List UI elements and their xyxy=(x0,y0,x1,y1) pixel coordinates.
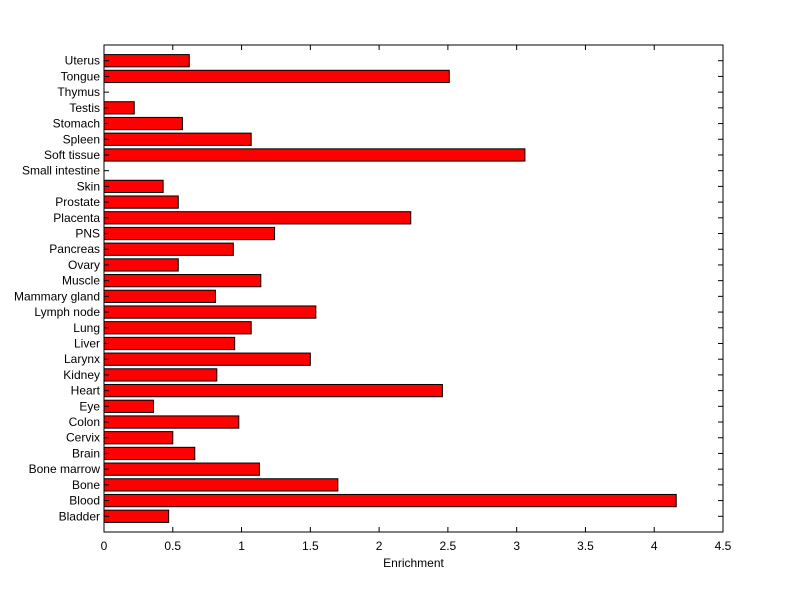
x-tick-label: 3.5 xyxy=(577,539,594,553)
category-label-placenta: Placenta xyxy=(53,211,100,225)
bar-lung xyxy=(103,321,252,335)
bar-brain xyxy=(103,446,196,461)
category-label-prostate: Prostate xyxy=(55,195,100,209)
category-label-lymph-node: Lymph node xyxy=(34,305,100,319)
x-tick-label: 1 xyxy=(238,539,245,553)
bar-pancreas xyxy=(103,242,234,256)
category-label-blood: Blood xyxy=(69,494,100,508)
category-label-ovary: Ovary xyxy=(68,258,100,272)
bar-colon xyxy=(103,415,240,429)
category-label-larynx: Larynx xyxy=(64,352,100,366)
category-label-spleen: Spleen xyxy=(63,132,100,146)
bars xyxy=(103,54,677,523)
category-label-bladder: Bladder xyxy=(59,509,100,523)
category-label-cervix: Cervix xyxy=(66,431,100,445)
bar-bone xyxy=(103,478,339,492)
bar-ovary xyxy=(103,258,179,272)
x-tick-label: 0.5 xyxy=(164,539,181,553)
ticks xyxy=(103,45,724,532)
category-label-brain: Brain xyxy=(72,446,100,460)
bar-heart xyxy=(103,383,443,398)
bar-bladder xyxy=(103,509,170,523)
x-tick-label: 4 xyxy=(651,539,658,553)
category-label-stomach: Stomach xyxy=(53,117,100,131)
category-label-eye: Eye xyxy=(79,399,100,413)
category-label-pns: PNS xyxy=(75,227,100,241)
category-label-mammary-gland: Mammary gland xyxy=(14,289,100,303)
category-label-heart: Heart xyxy=(71,384,101,398)
x-axis-label: Enrichment xyxy=(383,556,444,570)
category-label-kidney: Kidney xyxy=(63,368,100,382)
bar-eye xyxy=(103,399,155,413)
category-label-soft-tissue: Soft tissue xyxy=(44,148,100,162)
category-label-lung: Lung xyxy=(73,321,100,335)
bar-mammary-gland xyxy=(103,289,216,303)
bar-pns xyxy=(103,226,276,241)
bar-skin xyxy=(103,179,164,194)
bar-liver xyxy=(103,336,236,351)
x-tick-labels: 0 0.5 1 1.5 2 2.5 3 3.5 4 4.5 xyxy=(101,539,732,553)
bar-placenta xyxy=(103,211,412,225)
category-label-bone: Bone xyxy=(72,478,100,492)
x-tick-label: 3 xyxy=(513,539,520,553)
bar-lymph-node xyxy=(103,305,317,319)
bar-uterus xyxy=(103,54,190,68)
bar-tongue xyxy=(103,69,450,84)
category-label-muscle: Muscle xyxy=(62,274,100,288)
category-label-tongue: Tongue xyxy=(61,69,101,83)
category-label-liver: Liver xyxy=(74,336,100,350)
bar-muscle xyxy=(103,274,262,288)
plot-area-frame xyxy=(103,44,724,533)
x-tick-label: 2.5 xyxy=(440,539,457,553)
x-tick-label: 0 xyxy=(101,539,108,553)
category-label-thymus: Thymus xyxy=(57,85,100,99)
category-label-colon: Colon xyxy=(69,415,100,429)
bar-bone-marrow xyxy=(103,462,260,476)
category-label-testis: Testis xyxy=(69,101,100,115)
bar-spleen xyxy=(103,132,252,146)
category-label-pancreas: Pancreas xyxy=(49,242,100,256)
bar-stomach xyxy=(103,116,183,131)
category-label-skin: Skin xyxy=(77,179,100,193)
bar-kidney xyxy=(103,368,218,382)
x-tick-label: 4.5 xyxy=(715,539,732,553)
category-label-small-intestine: Small intestine xyxy=(22,164,100,178)
category-label-bone-marrow: Bone marrow xyxy=(29,462,101,476)
x-tick-label: 1.5 xyxy=(302,539,319,553)
x-tick-label: 2 xyxy=(376,539,383,553)
bar-cervix xyxy=(103,431,174,445)
bar-soft-tissue xyxy=(103,148,526,162)
bar-larynx xyxy=(103,352,311,366)
category-label-uterus: Uterus xyxy=(65,54,100,68)
bar-blood xyxy=(103,493,677,508)
bar-prostate xyxy=(103,195,179,209)
